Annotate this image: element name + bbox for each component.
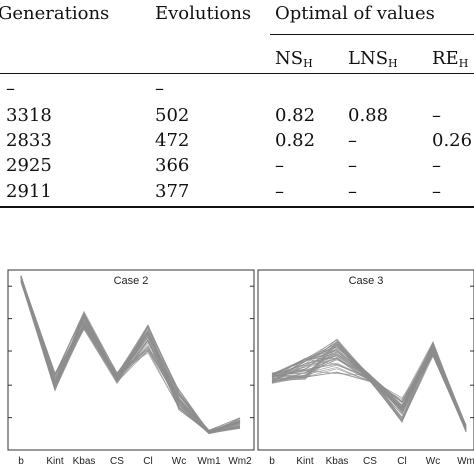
- cell: 0.82: [275, 130, 316, 151]
- cell: –: [348, 155, 357, 176]
- series-line: [271, 351, 467, 430]
- x-tick-label: Cl: [143, 456, 152, 467]
- cell: –: [432, 155, 441, 176]
- cell: –: [348, 130, 357, 151]
- cell: –: [275, 181, 284, 202]
- cell: 0.82: [275, 105, 316, 126]
- header-ns: NSH: [275, 48, 313, 70]
- header-rule-full: [0, 73, 474, 74]
- series-line: [20, 282, 241, 433]
- x-tick-label: Wm: [457, 456, 474, 467]
- series-line: [271, 342, 467, 426]
- x-tick-label: CS: [363, 456, 377, 467]
- series-line: [271, 341, 467, 430]
- x-tick-label: Wm1: [197, 456, 221, 467]
- x-tick-label: Wm2: [228, 456, 252, 467]
- cell: 377: [155, 181, 190, 202]
- parallel-coordinates-figure: Case 2 b Kint Kbas CS Cl Wc Wm1 Wm2 Case 3 b Kint Kb…: [0, 268, 474, 474]
- x-tick-label: CS: [110, 456, 124, 467]
- x-tick-label: Kint: [296, 456, 313, 467]
- series-line: [271, 346, 467, 432]
- header-re: REH: [432, 48, 469, 70]
- series-line: [271, 354, 467, 431]
- cell: –: [432, 181, 441, 202]
- cell: 502: [155, 105, 190, 126]
- cell: 2833: [6, 130, 52, 151]
- cell: –: [348, 181, 357, 202]
- plot-title: Case 3: [349, 275, 384, 287]
- series-line: [20, 276, 241, 432]
- cell: 2911: [6, 181, 52, 202]
- x-tick-label: Kbas: [326, 456, 349, 467]
- x-tick-label: b: [269, 456, 275, 467]
- header-evolutions: Evolutions: [155, 3, 252, 24]
- cell: 472: [155, 130, 190, 151]
- x-tick-label: Kbas: [73, 456, 96, 467]
- bottom-rule: [0, 206, 474, 208]
- results-table: Generations Evolutions Optimal of values…: [0, 0, 474, 210]
- cell: 0.88: [348, 105, 389, 126]
- x-tick-label: Cl: [397, 456, 406, 467]
- cell: 366: [155, 155, 190, 176]
- x-tick-label: Kint: [46, 456, 63, 467]
- cell: 2925: [6, 155, 52, 176]
- cell: 0.26: [432, 130, 473, 151]
- header-generations: Generations: [0, 3, 110, 24]
- cell: –: [6, 78, 15, 99]
- cell: –: [155, 78, 164, 99]
- plot-title: Case 2: [114, 275, 149, 287]
- x-tick-label: b: [18, 456, 24, 467]
- plot-frame: [257, 269, 474, 451]
- figure-svg: Case 2 b Kint Kbas CS Cl Wc Wm1 Wm2 Case 3 b Kint Kb…: [7, 269, 474, 467]
- header-optimal-values: Optimal of values: [275, 3, 435, 24]
- cell: 3318: [6, 105, 52, 126]
- header-lns: LNSH: [348, 48, 398, 70]
- x-tick-label: Wc: [172, 456, 186, 467]
- cell: –: [275, 155, 284, 176]
- header-rule-partial: [270, 34, 474, 35]
- cell: –: [432, 105, 441, 126]
- x-tick-label: Wc: [426, 456, 440, 467]
